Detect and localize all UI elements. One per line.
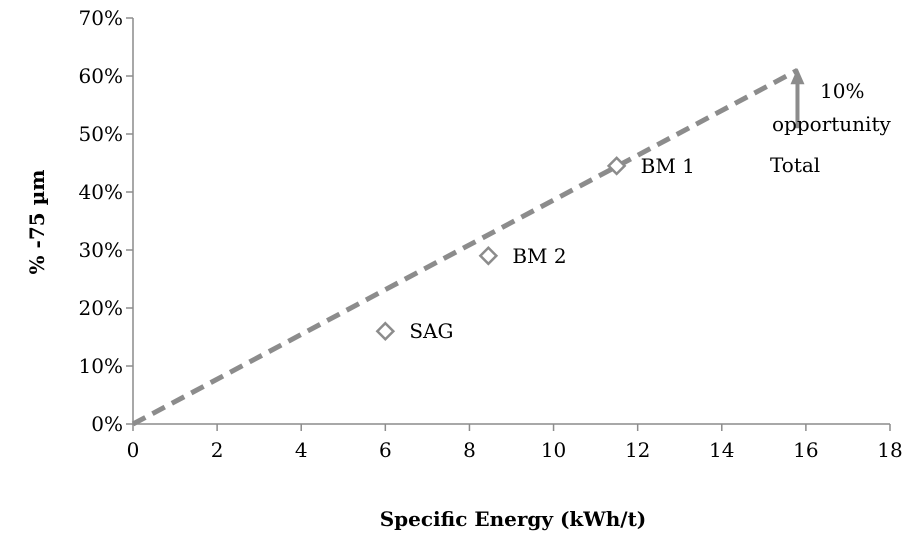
x-tick-label: 8 xyxy=(463,438,476,462)
y-tick-label: 50% xyxy=(79,122,123,146)
axes xyxy=(132,18,890,425)
ticks: 0 2 4 6 8 10 12 14 16 18 0% 10% 20% 30% 40% 50% 60% 70% xyxy=(79,6,903,462)
opportunity-percent-label: 10% xyxy=(820,79,864,103)
opportunity-word-label: opportunity xyxy=(772,112,891,136)
data-point-marker xyxy=(606,156,627,176)
trend-line xyxy=(131,67,799,427)
y-tick-label: 60% xyxy=(79,64,123,88)
x-tick-label: 10 xyxy=(541,438,566,462)
y-tick-label: 0% xyxy=(91,412,123,436)
x-tick-label: 0 xyxy=(127,438,140,462)
x-axis-title: Specific Energy (kWh/t) xyxy=(380,507,647,531)
x-tick-label: 4 xyxy=(295,438,308,462)
opportunity-arrow-icon xyxy=(790,68,805,85)
y-tick-label: 20% xyxy=(79,296,123,320)
data-points: SAG BM 2 BM 1 xyxy=(375,154,695,343)
x-tick-label: 18 xyxy=(877,438,902,462)
y-axis-title: % -75 µm xyxy=(25,170,49,275)
annotations: 10% opportunity Total xyxy=(770,79,891,177)
data-point-label: BM 1 xyxy=(641,154,695,178)
data-point-label: BM 2 xyxy=(512,244,566,268)
total-label: Total xyxy=(770,153,820,177)
y-tick-label: 70% xyxy=(79,6,123,30)
data-point-marker xyxy=(478,246,499,266)
data-point-marker xyxy=(375,321,396,341)
x-tick-label: 2 xyxy=(211,438,224,462)
y-tick-label: 10% xyxy=(79,354,123,378)
x-tick-label: 14 xyxy=(709,438,734,462)
y-tick-label: 30% xyxy=(79,238,123,262)
x-tick-label: 6 xyxy=(379,438,392,462)
trend-layer xyxy=(131,67,805,427)
y-tick-label: 40% xyxy=(79,180,123,204)
x-tick-label: 12 xyxy=(625,438,650,462)
data-point-label: SAG xyxy=(409,319,453,343)
x-tick-label: 16 xyxy=(793,438,818,462)
